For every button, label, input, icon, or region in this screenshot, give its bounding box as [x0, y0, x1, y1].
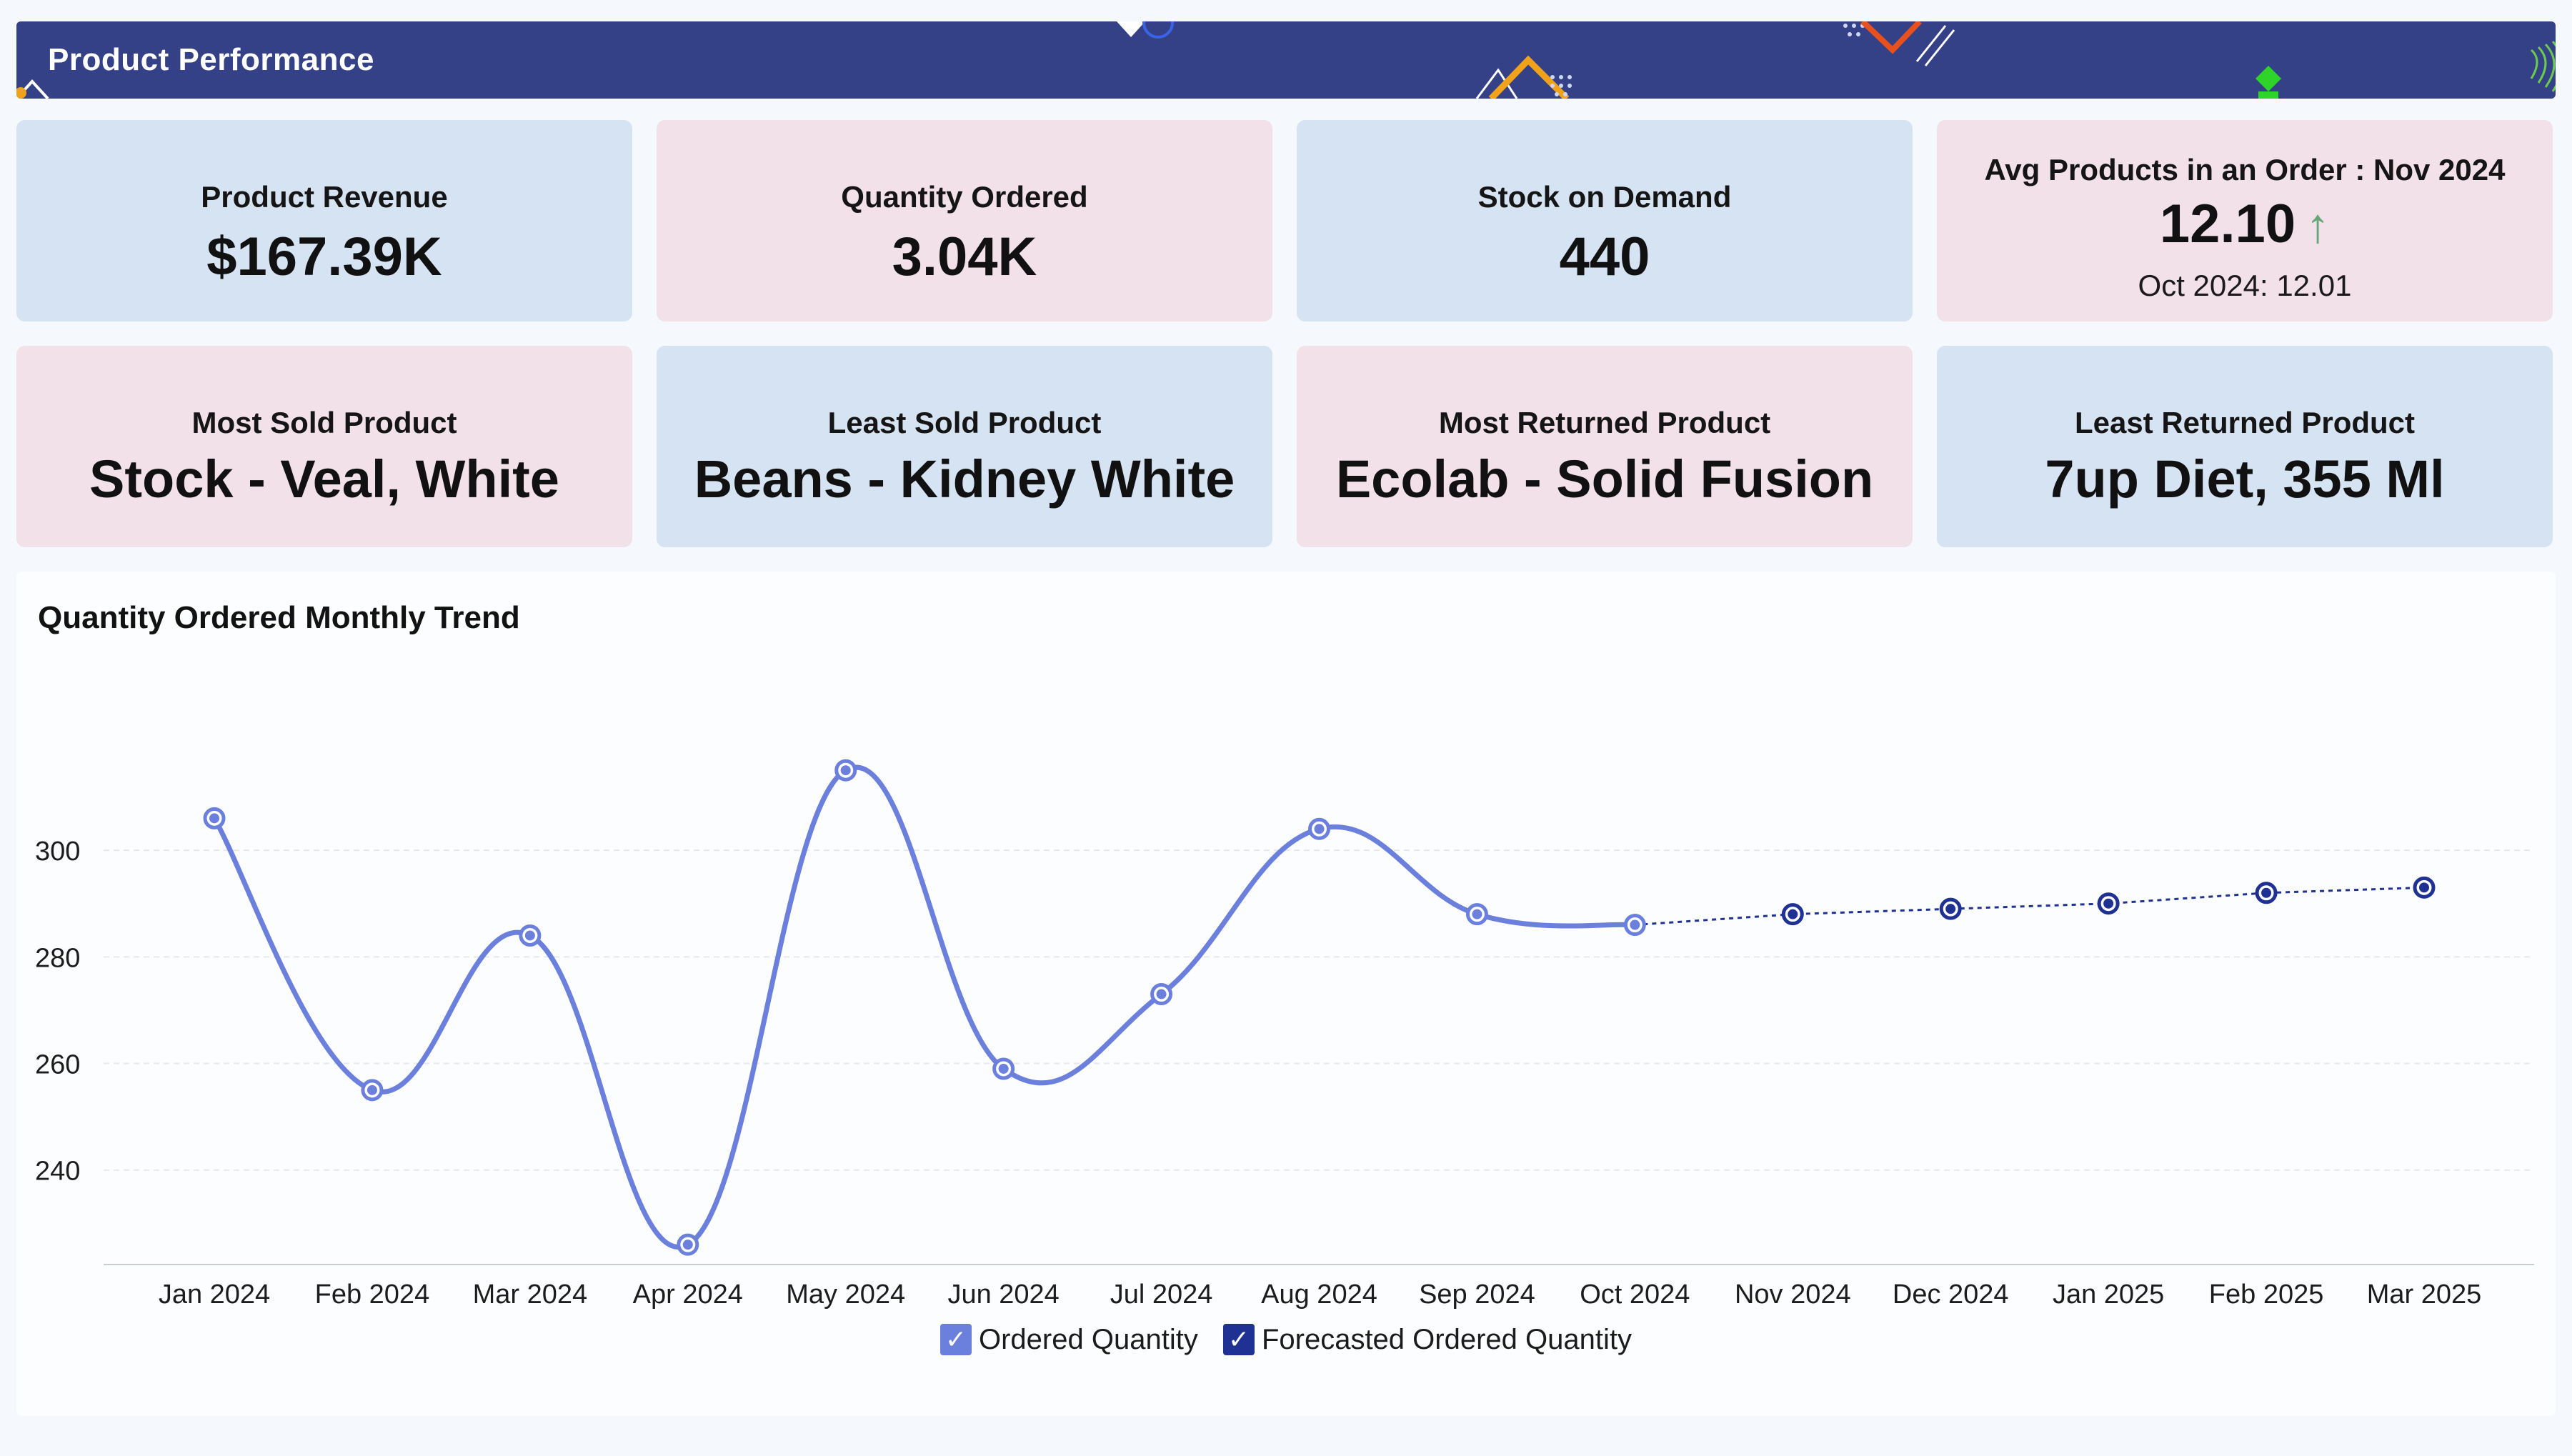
kpi-card-product-revenue[interactable]: Product Revenue $167.39K: [16, 120, 632, 321]
kpi-card-avg-products[interactable]: Avg Products in an Order : Nov 2024 12.1…: [1937, 120, 2553, 321]
kpi-previous-value: Oct 2024: 12.01: [2138, 269, 2352, 302]
kpi-card-most-sold-product[interactable]: Most Sold Product Stock - Veal, White: [16, 346, 632, 547]
x-tick-label: Nov 2024: [1735, 1280, 1851, 1310]
x-tick-label: Jul 2024: [1110, 1280, 1213, 1310]
legend-item-forecast[interactable]: ✓ Forecasted Ordered Quantity: [1222, 1323, 1632, 1356]
x-tick-label: Mar 2024: [473, 1280, 588, 1310]
data-point-forecast-core: [2261, 887, 2272, 898]
kpi-label: Least Sold Product: [827, 406, 1102, 439]
x-tick-label: Oct 2024: [1580, 1280, 1690, 1310]
x-tick-label: Feb 2024: [315, 1280, 430, 1310]
kpi-label: Most Sold Product: [191, 406, 457, 439]
data-point-forecast-core: [1788, 909, 1798, 919]
series-line-ordered-quantity: [211, 764, 1638, 1250]
data-point-ordered-core: [840, 765, 851, 776]
kpi-card-least-sold-product[interactable]: Least Sold Product Beans - Kidney White: [657, 346, 1272, 547]
data-point-ordered-core: [1156, 989, 1167, 999]
kpi-label: Most Returned Product: [1438, 406, 1771, 439]
data-point-forecast-core: [1945, 904, 1956, 914]
dashboard-title: Product Performance: [48, 42, 374, 77]
data-point-ordered-core: [998, 1063, 1009, 1074]
x-tick-label: Jun 2024: [947, 1280, 1059, 1310]
checkbox-checked-icon[interactable]: ✓: [1222, 1324, 1255, 1355]
x-tick-label: Jan 2024: [159, 1280, 270, 1310]
kpi-card-least-returned-product[interactable]: Least Returned Product 7up Diet, 355 Ml: [1937, 346, 2553, 547]
kpi-label: Avg Products in an Order : Nov 2024: [1984, 153, 2506, 186]
kpi-card-most-returned-product[interactable]: Most Returned Product Ecolab - Solid Fus…: [1297, 346, 1913, 547]
data-point-ordered-core: [1630, 919, 1640, 930]
x-tick-label: Apr 2024: [633, 1280, 743, 1310]
kpi-value: 3.04K: [892, 226, 1037, 287]
checkbox-checked-icon[interactable]: ✓: [940, 1324, 972, 1355]
line-chart: 240 260 280 300 Jan 2024 Feb 2024 Mar 2024 Apr …: [35, 759, 2534, 1310]
kpi-card-stock-on-demand[interactable]: Stock on Demand 440: [1297, 120, 1913, 321]
series-line-forecasted-quantity: [1635, 886, 2425, 927]
data-point-forecast-core: [2419, 882, 2429, 893]
kpi-value: Ecolab - Solid Fusion: [1335, 449, 1874, 509]
data-point-ordered-core: [367, 1084, 377, 1095]
kpi-label: Product Revenue: [201, 180, 448, 214]
kpi-value: Beans - Kidney White: [694, 449, 1235, 509]
data-point-ordered-core: [1472, 909, 1482, 919]
x-tick-label: Mar 2025: [2367, 1280, 2482, 1310]
kpi-label: Least Returned Product: [2074, 406, 2416, 439]
x-tick-label: Aug 2024: [1261, 1280, 1377, 1310]
y-tick-label: 260: [35, 1050, 80, 1080]
chart-title: Quantity Ordered Monthly Trend: [38, 600, 520, 635]
header-decoration: [16, 21, 2556, 99]
kpi-card-quantity-ordered[interactable]: Quantity Ordered 3.04K: [657, 120, 1272, 321]
data-point-ordered-core: [524, 930, 535, 941]
dashboard-header: Product Performance: [16, 21, 2556, 99]
chart-panel-quantity-trend: Quantity Ordered Monthly Trend 240 260 280…: [16, 572, 2556, 1416]
y-tick-label: 240: [35, 1157, 80, 1187]
kpi-value: 440: [1559, 226, 1650, 287]
kpi-value: 12.10: [2159, 194, 2296, 254]
legend-label: Ordered Quantity: [979, 1323, 1198, 1355]
data-point-forecast-core: [2103, 898, 2114, 909]
x-tick-label: Dec 2024: [1893, 1280, 2009, 1310]
chart-legend: ✓ Ordered Quantity ✓ Forecasted Ordered …: [16, 1323, 2556, 1356]
legend-item-ordered[interactable]: ✓ Ordered Quantity: [940, 1324, 1198, 1356]
x-tick-label: Sep 2024: [1419, 1280, 1535, 1310]
kpi-label: Quantity Ordered: [841, 180, 1088, 214]
legend-label: Forecasted Ordered Quantity: [1261, 1323, 1632, 1355]
kpi-value: $167.39K: [206, 226, 442, 287]
data-point-ordered-core: [682, 1240, 693, 1250]
x-tick-label: Feb 2025: [2209, 1280, 2324, 1310]
x-tick-label: May 2024: [786, 1280, 905, 1310]
data-point-ordered-core: [1314, 824, 1325, 834]
kpi-label: Stock on Demand: [1477, 180, 1732, 214]
kpi-value-wrapper: 12.10 ↑: [1937, 193, 2553, 255]
x-tick-label: Jan 2025: [2053, 1280, 2164, 1310]
y-tick-label: 280: [35, 943, 80, 973]
data-point-ordered-core: [209, 813, 219, 824]
kpi-value: 7up Diet, 355 Ml: [2045, 449, 2445, 509]
trend-up-icon: ↑: [2306, 199, 2331, 253]
kpi-value: Stock - Veal, White: [89, 449, 559, 509]
y-tick-label: 300: [35, 837, 80, 867]
